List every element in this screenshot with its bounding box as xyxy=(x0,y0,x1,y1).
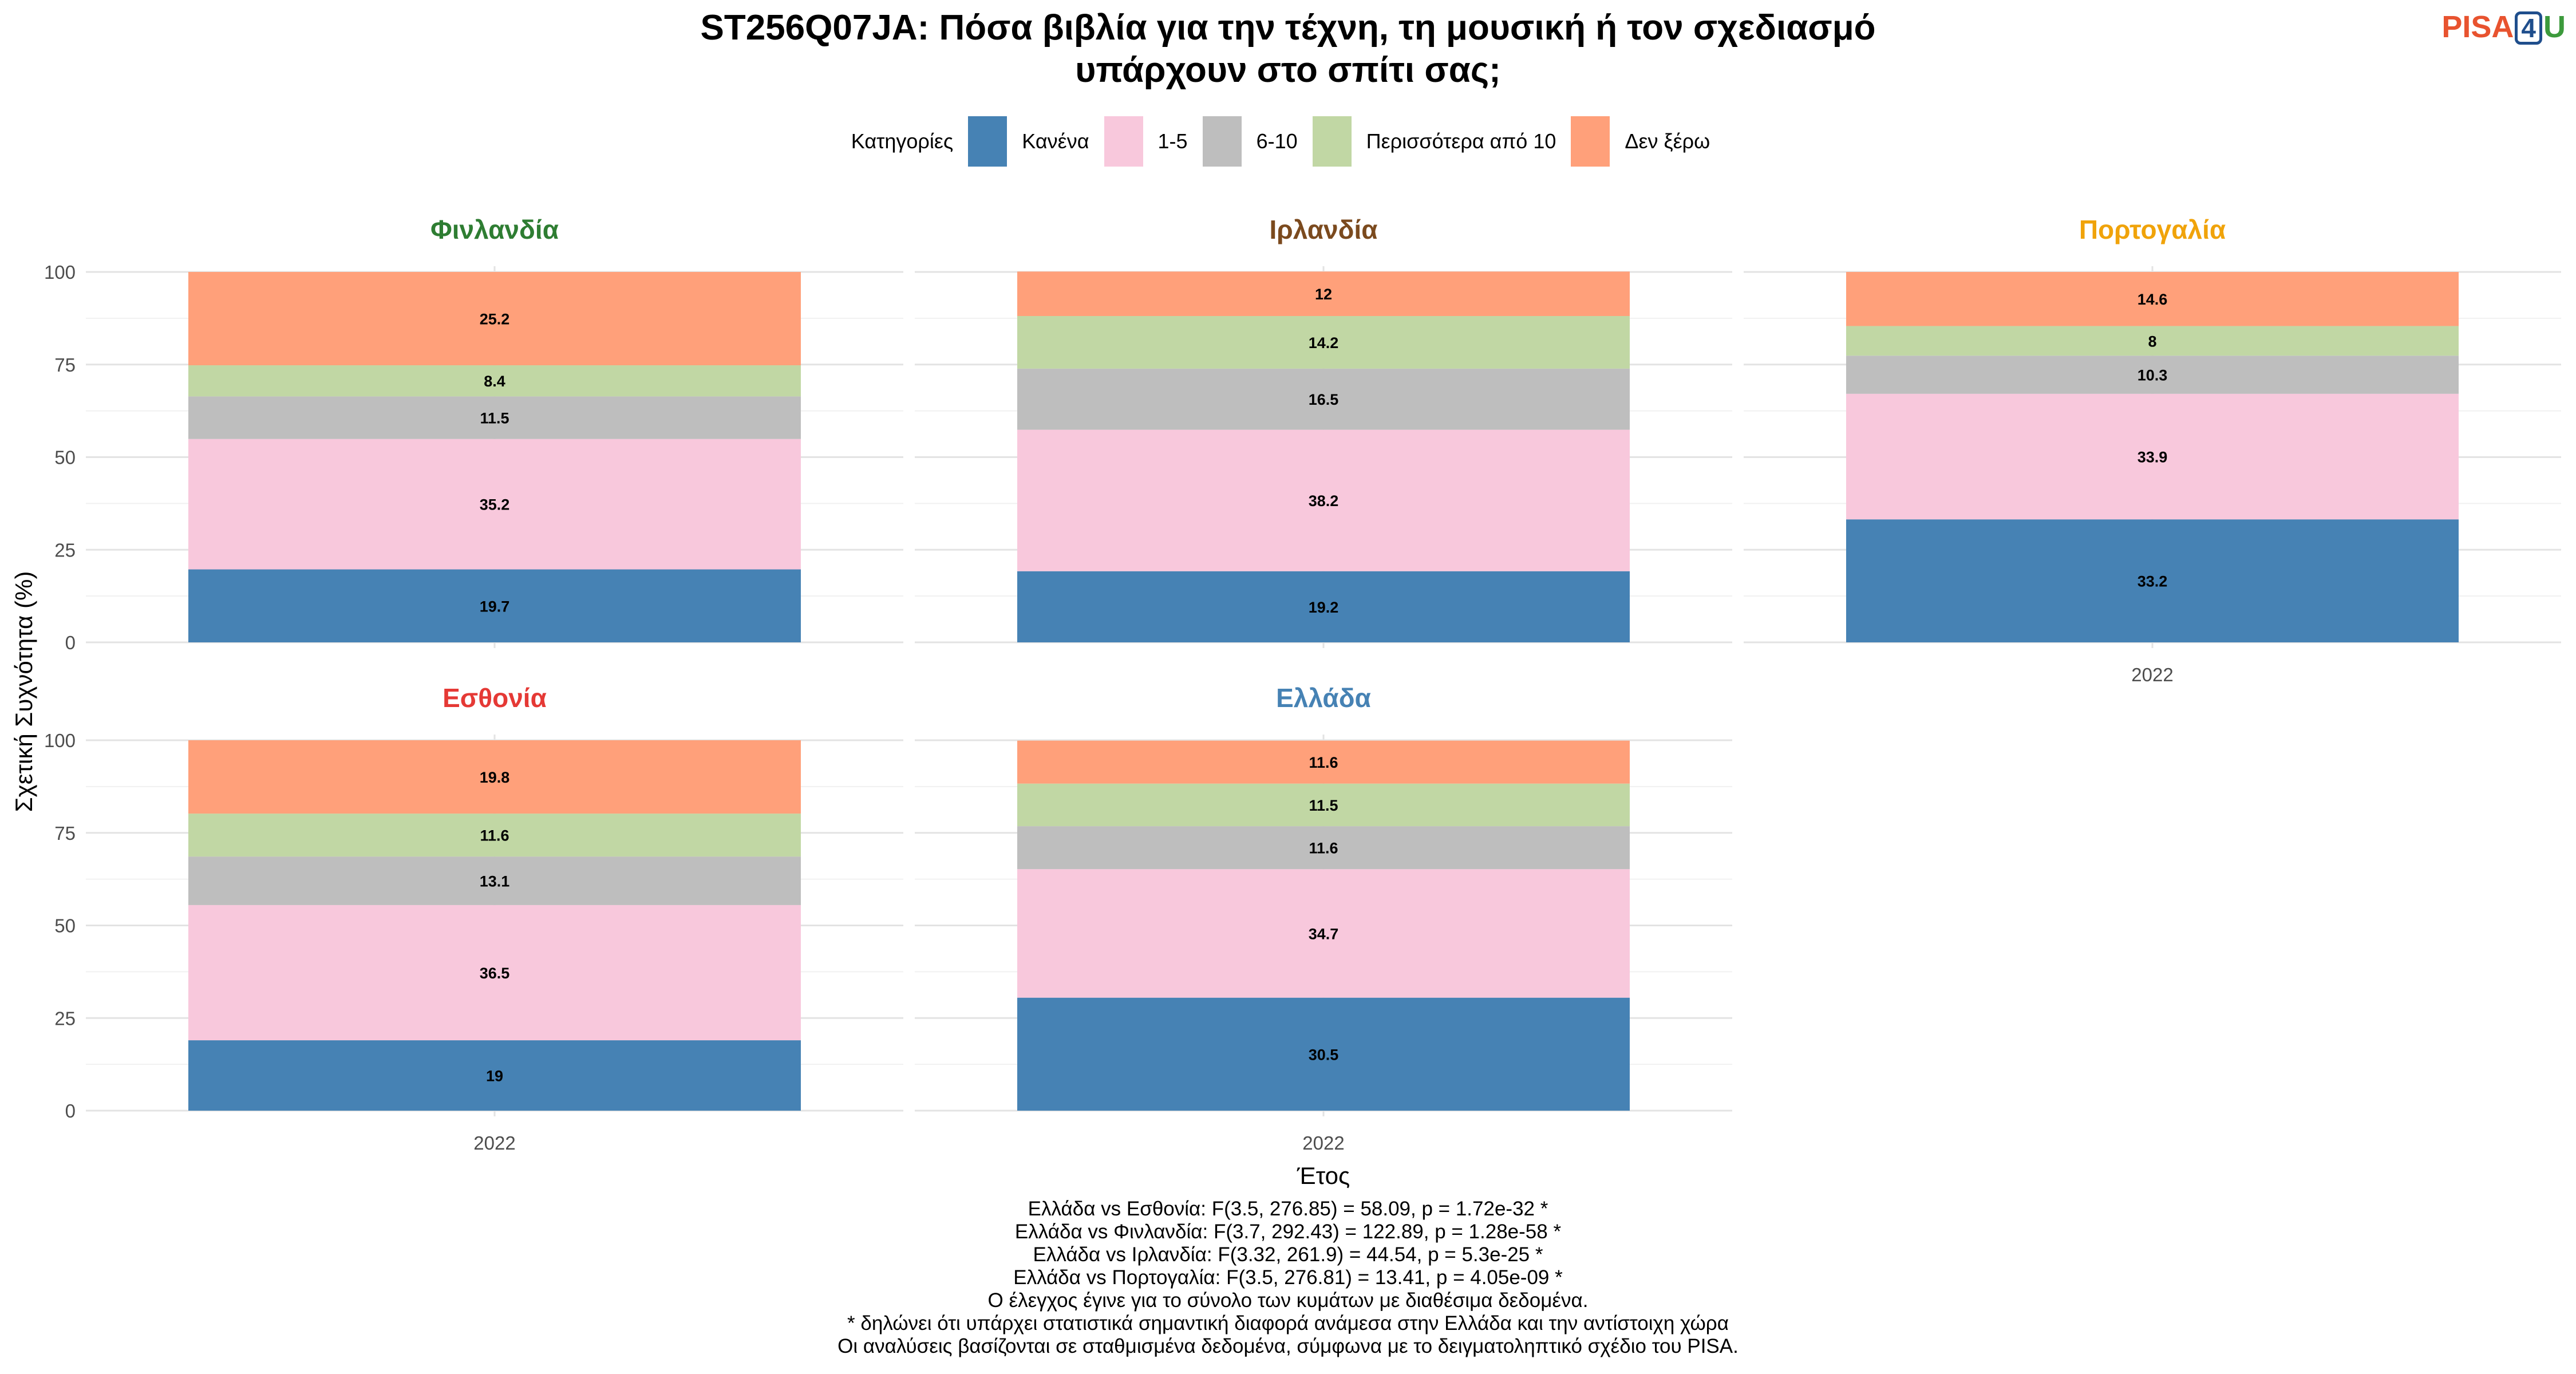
bar-segment xyxy=(1846,356,2459,394)
y-tick-label: 25 xyxy=(54,539,76,560)
bar-segment xyxy=(1017,869,1630,998)
legend-key-1-5 xyxy=(1104,116,1143,167)
data-label: 11.6 xyxy=(1309,754,1338,771)
bar-segment xyxy=(1017,783,1630,827)
data-label: 38.2 xyxy=(1309,492,1339,510)
bar-segment xyxy=(1017,429,1630,571)
data-label: 14.2 xyxy=(1309,334,1339,352)
bar-segment xyxy=(1017,826,1630,870)
legend: Κατηγορίες Κανένα 1-5 6-10 Περισσότερα α… xyxy=(0,116,2576,167)
panel-title: Εσθονία xyxy=(442,683,547,713)
footnote-line: Οι αναλύσεις βασίζονται σε σταθμισμένα δ… xyxy=(837,1335,1739,1357)
bar-segment xyxy=(188,1040,801,1111)
chart-title-line-1: ST256Q07JA: Πόσα βιβλία για την τέχνη, τ… xyxy=(700,8,1876,48)
logo-text-pisa: PISA xyxy=(2441,10,2514,44)
data-label: 30.5 xyxy=(1309,1046,1339,1063)
data-label: 36.5 xyxy=(480,965,510,982)
data-label: 12 xyxy=(1315,286,1332,303)
data-label: 11.6 xyxy=(480,827,509,844)
y-tick-label: 50 xyxy=(54,915,76,937)
pisa4u-logo: PISA 4 U xyxy=(2441,8,2566,46)
x-tick-label: 2022 xyxy=(2131,664,2173,685)
y-tick-label: 75 xyxy=(54,354,76,376)
bar-segment xyxy=(1017,368,1630,430)
bar-segment xyxy=(1017,571,1630,642)
bar-segment xyxy=(1017,315,1630,369)
legend-title: Κατηγορίες xyxy=(851,129,954,153)
panel-title: Ελλάδα xyxy=(1276,683,1371,713)
bar-segment xyxy=(188,856,801,905)
bar-segment xyxy=(1017,271,1630,316)
data-label: 14.6 xyxy=(2138,291,2168,308)
footnote-line: * δηλώνει ότι υπάρχει στατιστικά σημαντι… xyxy=(847,1312,1729,1334)
bar-segment xyxy=(1846,393,2459,520)
data-label: 35.2 xyxy=(480,496,510,514)
footnotes: Ελλάδα vs Εσθονία: F(3.5, 276.85) = 58.0… xyxy=(0,1198,2576,1358)
y-tick-label: 0 xyxy=(65,632,76,653)
legend-label-1-5: 1-5 xyxy=(1157,129,1188,153)
bar-segment xyxy=(1017,740,1630,784)
legend-label-6-10: 6-10 xyxy=(1256,129,1298,153)
data-label: 19 xyxy=(486,1068,503,1085)
data-label: 34.7 xyxy=(1309,925,1339,942)
footnote-line: Ελλάδα vs Ιρλανδία: F(3.32, 261.9) = 44.… xyxy=(1033,1243,1543,1266)
bar-segment xyxy=(188,814,801,857)
bar-segment xyxy=(188,905,801,1041)
bar-segment xyxy=(1846,519,2459,642)
logo-text-u: U xyxy=(2543,10,2566,44)
data-label: 19.7 xyxy=(480,598,510,615)
bar-segment xyxy=(1846,326,2459,356)
legend-key-dont-know xyxy=(1571,116,1610,167)
data-label: 19.2 xyxy=(1309,599,1339,616)
y-tick-label: 100 xyxy=(44,262,76,283)
x-axis-title: Έτος xyxy=(1297,1162,1350,1189)
data-label: 8 xyxy=(2148,333,2156,350)
legend-label-dont-know: Δεν ξέρω xyxy=(1625,129,1710,153)
bar-segment xyxy=(188,439,801,570)
legend-label-more-than-10: Περισσότερα από 10 xyxy=(1366,129,1556,153)
bar-segment xyxy=(188,569,801,642)
footnote-line: Ελλάδα vs Φινλανδία: F(3.7, 292.43) = 12… xyxy=(1014,1221,1562,1243)
data-label: 11.6 xyxy=(1309,840,1338,857)
panel-title: Ιρλανδία xyxy=(1269,215,1377,244)
data-label: 11.5 xyxy=(480,410,509,427)
data-label: 13.1 xyxy=(480,873,510,890)
bar-segment xyxy=(188,272,801,366)
chart-title: ST256Q07JA: Πόσα βιβλία για την τέχνη, τ… xyxy=(0,7,2576,92)
legend-key-more-than-10 xyxy=(1312,116,1352,167)
x-tick-label: 2022 xyxy=(473,1132,515,1154)
chart-title-line-2: υπάρχουν στο σπίτι σας; xyxy=(1075,50,1501,90)
footnote-line: Ελλάδα vs Πορτογαλία: F(3.5, 276.81) = 1… xyxy=(1013,1266,1563,1289)
logo-text-4: 4 xyxy=(2515,11,2542,45)
data-label: 8.4 xyxy=(484,373,505,390)
data-label: 25.2 xyxy=(480,311,510,328)
data-label: 16.5 xyxy=(1309,391,1339,408)
data-label: 11.5 xyxy=(1309,797,1338,814)
y-tick-label: 0 xyxy=(65,1100,76,1122)
data-label: 19.8 xyxy=(480,769,510,786)
footnote-line: Ο έλεγχος έγινε για το σύνολο των κυμάτω… xyxy=(987,1289,1589,1312)
bar-segment xyxy=(188,365,801,397)
bar-segment xyxy=(1017,997,1630,1111)
y-tick-label: 50 xyxy=(54,447,76,468)
y-tick-label: 75 xyxy=(54,823,76,844)
bar-segment xyxy=(188,396,801,439)
x-tick-label: 2022 xyxy=(1302,1132,1344,1154)
data-label: 10.3 xyxy=(2138,367,2168,384)
panel-title: Πορτογαλία xyxy=(2079,215,2226,244)
legend-key-kanena xyxy=(968,116,1008,167)
y-axis-title: Σχετική Συχνότητα (%) xyxy=(10,571,37,812)
legend-label-kanena: Κανένα xyxy=(1022,129,1089,153)
panel-title: Φινλανδία xyxy=(430,215,559,244)
footnote-line: Ελλάδα vs Εσθονία: F(3.5, 276.85) = 58.0… xyxy=(1028,1198,1548,1220)
data-label: 33.9 xyxy=(2138,449,2168,466)
data-label: 33.2 xyxy=(2138,573,2168,590)
y-tick-label: 100 xyxy=(44,730,76,751)
bar-segment xyxy=(1846,272,2459,326)
legend-key-6-10 xyxy=(1202,116,1242,167)
bar-segment xyxy=(188,740,801,814)
y-tick-label: 25 xyxy=(54,1008,76,1029)
